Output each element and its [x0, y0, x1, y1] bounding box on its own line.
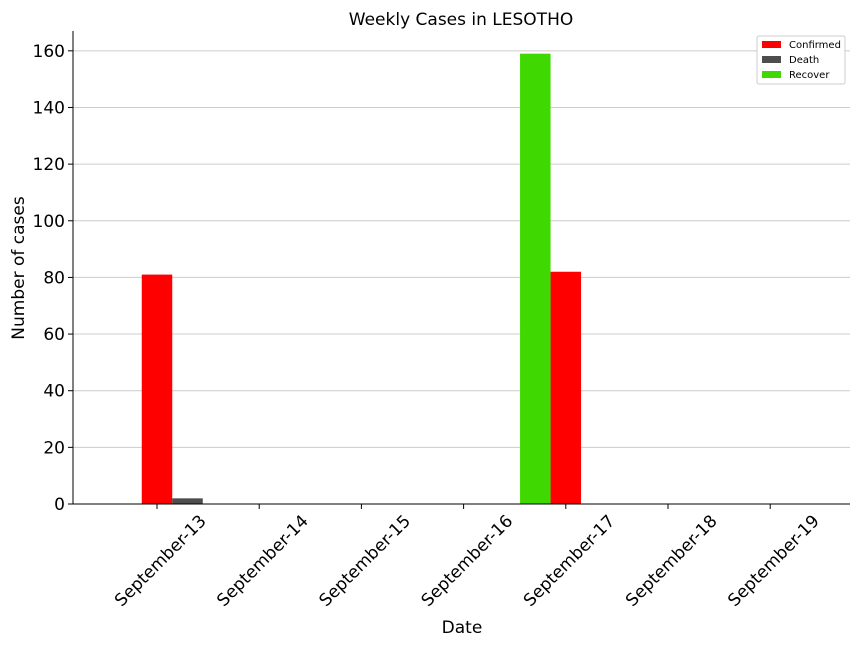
legend-swatch-recover	[762, 71, 781, 78]
bar-confirmed-september-13	[141, 274, 173, 504]
axes	[72, 31, 850, 505]
legend-swatch-confirmed	[762, 41, 781, 48]
x-tick-label: September-14	[213, 511, 312, 610]
x-tick-label: September-13	[111, 511, 210, 610]
y-axis-label: Number of cases	[9, 196, 29, 340]
legend-label-confirmed: Confirmed	[789, 40, 841, 51]
x-tick-label: September-16	[418, 511, 517, 610]
x-tick-label: September-15	[315, 511, 414, 610]
legend-label-recover: Recover	[789, 70, 830, 81]
x-ticks: September-13 September-14 September-15 Sept…	[111, 504, 824, 611]
y-tick-label: 140	[33, 98, 65, 118]
legend: Confirmed Death Recover	[756, 35, 846, 85]
legend-label-death: Death	[789, 55, 819, 66]
y-tick-label: 100	[33, 212, 65, 232]
x-axis-label: Date	[442, 618, 483, 638]
y-tick-label: 0	[54, 495, 65, 515]
chart-title: Weekly Cases in LESOTHO	[349, 10, 573, 30]
y-tick-label: 120	[33, 155, 65, 175]
y-tick-label: 20	[43, 438, 65, 458]
bars	[141, 53, 582, 504]
bar-confirmed-september-17	[550, 271, 582, 504]
x-tick-label: September-19	[724, 511, 823, 610]
y-ticks: 0 20 40 60 80 100 120 140 160	[33, 42, 73, 515]
legend-swatch-death	[762, 56, 781, 63]
x-tick-label: September-17	[520, 511, 619, 610]
bar-recover-september-17	[520, 53, 551, 504]
y-tick-label: 40	[43, 382, 65, 402]
y-tick-label: 60	[43, 325, 65, 345]
y-tick-label: 80	[43, 268, 65, 288]
grid-lines	[73, 50, 850, 448]
x-tick-label: September-18	[622, 511, 721, 610]
y-tick-label: 160	[33, 42, 65, 62]
bar-death-september-13	[172, 498, 203, 504]
